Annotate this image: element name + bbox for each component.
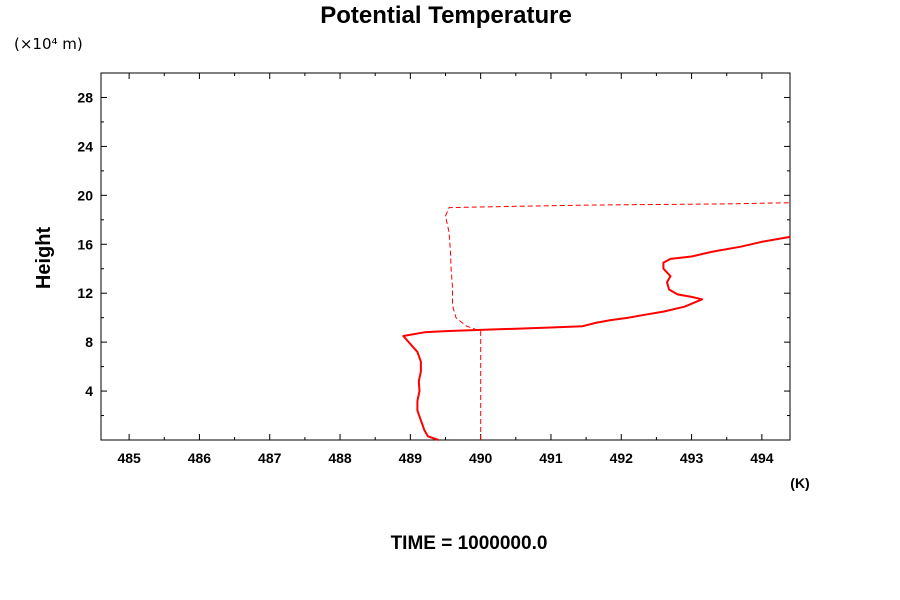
x-tick-label: 486: [188, 450, 212, 466]
chart-title: Potential Temperature: [320, 2, 572, 29]
time-label: TIME = 1000000.0: [391, 533, 548, 554]
y-tick-label: 24: [77, 138, 93, 154]
series-line-dashed: [445, 202, 791, 440]
plot-area: 485 486 487 488 489 490 491 492 493 494 4 8 12 16 20 24…: [77, 72, 791, 466]
y-tick-label: 4: [85, 383, 93, 399]
y-tick-label: 16: [77, 236, 93, 252]
x-tick-label: 487: [258, 450, 282, 466]
y-axis-label: Height: [33, 227, 55, 290]
x-tick-label: 488: [328, 450, 352, 466]
x-tick-label: 485: [117, 450, 141, 466]
x-tick-label: 490: [469, 450, 493, 466]
x-tick-label: 492: [610, 450, 634, 466]
y-axis-unit: (×10⁴ m): [14, 35, 83, 53]
y-tick-label: 12: [77, 285, 93, 301]
x-tick-label: 491: [539, 450, 563, 466]
x-tick-label: 494: [750, 450, 774, 466]
y-tick-label: 8: [85, 334, 93, 350]
x-tick-label: 489: [399, 450, 423, 466]
x-axis-unit: (K): [790, 475, 809, 491]
y-tick-label: 20: [77, 187, 93, 203]
x-tick-label: 493: [680, 450, 704, 466]
y-tick-label: 28: [77, 89, 93, 105]
series-line-solid: [402, 235, 791, 441]
